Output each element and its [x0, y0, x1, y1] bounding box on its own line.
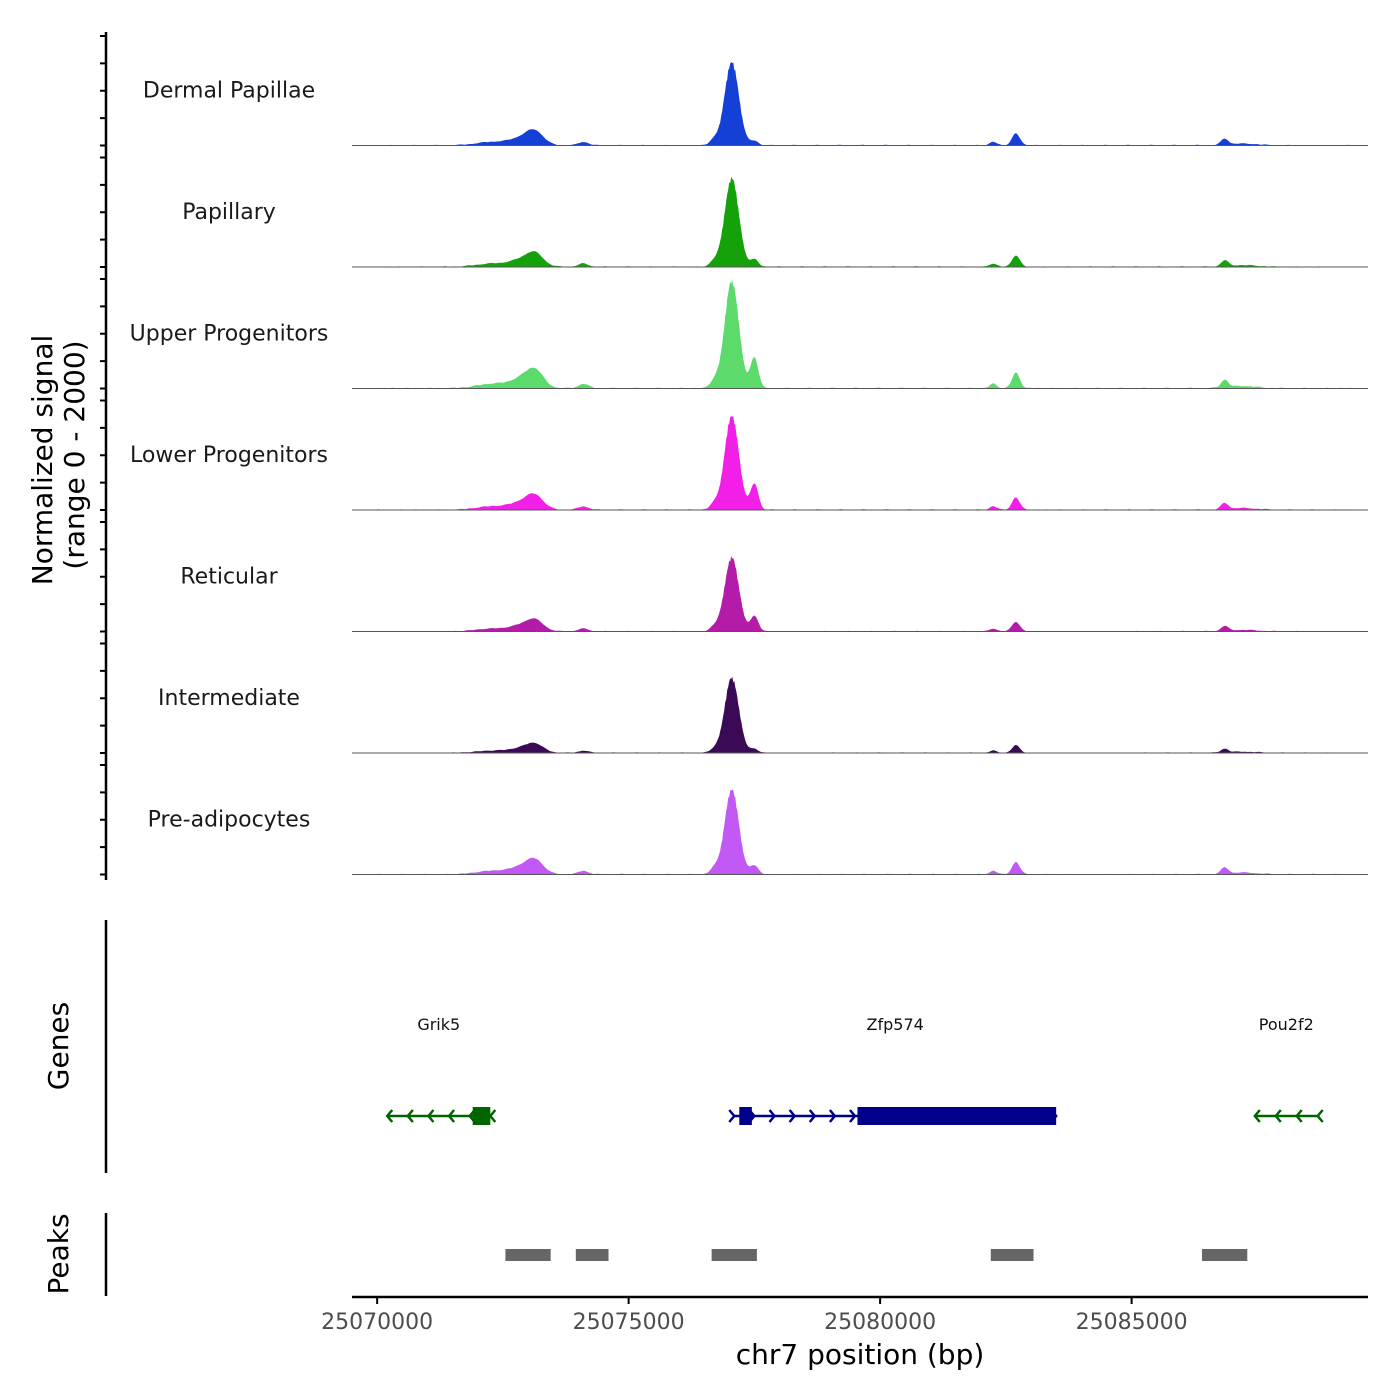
x-tick-label: 25080000 — [824, 1310, 936, 1335]
signal-area — [377, 789, 1353, 875]
peak-region — [711, 1249, 757, 1261]
signal-track-upper-progenitors: Upper Progenitors — [130, 279, 1368, 389]
signal-track-reticular: Reticular — [180, 555, 1368, 632]
y-axis-title-line1: Normalized signal — [26, 335, 59, 586]
strand-arrow — [1253, 1109, 1261, 1123]
genes-track: Grik5 Zfp574 Pou2f2 — [385, 1015, 1324, 1125]
x-tick-label: 25085000 — [1076, 1310, 1188, 1335]
signal-area — [377, 61, 1353, 146]
strand-arrow — [406, 1109, 414, 1123]
gene-exon — [857, 1107, 1057, 1125]
track-label: Papillary — [182, 200, 276, 225]
peak-region — [505, 1249, 551, 1261]
strand-arrow — [1274, 1109, 1282, 1123]
strand-arrow — [808, 1109, 817, 1123]
track-label: Reticular — [180, 565, 278, 590]
peak-region — [1202, 1249, 1248, 1261]
x-axis-title: chr7 position (bp) — [736, 1338, 985, 1371]
gene-label: Zfp574 — [867, 1015, 924, 1034]
peaks-track-title: Peaks — [42, 1213, 75, 1294]
y-axis-title-line2: (range 0 - 2000) — [58, 340, 91, 569]
peaks-track — [505, 1249, 1248, 1261]
signal-track-intermediate: Intermediate — [158, 676, 1368, 754]
gene-zfp574: Zfp574 — [728, 1015, 1058, 1125]
peak-region — [575, 1249, 609, 1261]
signal-area — [377, 555, 1353, 632]
strand-arrow — [426, 1109, 435, 1123]
signal-track-papillary: Papillary — [182, 176, 1368, 268]
signal-track-pre-adipocytes: Pre-adipocytes — [148, 789, 1368, 875]
x-tick-label: 25070000 — [321, 1310, 433, 1335]
gene-grik5: Grik5 — [385, 1015, 497, 1125]
peak-region — [990, 1249, 1034, 1261]
strand-arrow — [1295, 1109, 1303, 1123]
strand-arrow — [849, 1109, 857, 1123]
signal-area — [377, 176, 1353, 267]
track-label: Intermediate — [158, 686, 300, 711]
gene-label: Grik5 — [417, 1015, 460, 1034]
track-label: Pre-adipocytes — [148, 808, 311, 833]
track-label: Lower Progenitors — [130, 443, 328, 468]
signal-track-dermal-papillae: Dermal Papillae — [143, 61, 1368, 146]
track-label: Dermal Papillae — [143, 79, 315, 104]
strand-arrow — [788, 1109, 797, 1123]
signal-track-lower-progenitors: Lower Progenitors — [130, 416, 1368, 511]
signal-area — [377, 676, 1353, 753]
gene-label: Pou2f2 — [1259, 1015, 1314, 1034]
strand-arrow — [447, 1109, 456, 1123]
axes: 25070000 25075000 25080000 25085000 — [100, 32, 1368, 1335]
gene-pou2f2: Pou2f2 — [1253, 1015, 1324, 1123]
gene-exon — [739, 1107, 752, 1125]
strand-arrow — [1316, 1109, 1324, 1123]
signal-tracks: Dermal Papillae Papillary Upper Progenitor… — [130, 61, 1368, 875]
track-label: Upper Progenitors — [130, 322, 329, 347]
genes-track-title: Genes — [42, 1002, 75, 1090]
strand-arrow — [728, 1109, 736, 1123]
strand-arrow — [385, 1109, 394, 1123]
strand-arrow — [768, 1109, 777, 1123]
gene-exon — [472, 1107, 491, 1125]
signal-area — [377, 416, 1353, 510]
x-tick-label: 25075000 — [573, 1310, 685, 1335]
strand-arrow — [488, 1109, 497, 1123]
strand-arrow — [828, 1109, 837, 1123]
signal-area — [377, 279, 1353, 389]
